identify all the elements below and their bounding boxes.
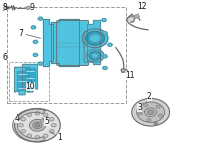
Circle shape [92,53,98,58]
Polygon shape [15,67,29,95]
Text: 10: 10 [26,80,35,91]
Circle shape [144,104,148,107]
Text: 7: 7 [18,29,41,38]
Polygon shape [13,109,45,142]
Circle shape [29,119,45,131]
Text: 11: 11 [125,71,135,80]
Polygon shape [33,53,38,56]
Circle shape [156,105,160,108]
Circle shape [158,114,162,117]
Circle shape [49,130,54,133]
Text: 1: 1 [51,132,62,142]
Circle shape [35,124,40,127]
Polygon shape [103,55,107,58]
Circle shape [52,124,56,127]
Polygon shape [121,69,126,72]
Circle shape [82,29,108,48]
Text: 5: 5 [43,117,49,126]
Polygon shape [127,14,135,22]
Polygon shape [26,6,30,9]
Text: 4: 4 [14,113,21,122]
Polygon shape [38,17,43,20]
Text: 9: 9 [30,3,35,12]
Polygon shape [51,19,79,66]
Circle shape [33,122,42,129]
Polygon shape [103,32,107,35]
Circle shape [15,109,60,142]
Circle shape [49,118,54,121]
Text: 3: 3 [137,103,145,112]
FancyBboxPatch shape [57,20,89,66]
Circle shape [138,112,142,115]
Circle shape [21,118,25,121]
Circle shape [86,31,105,45]
Text: 6: 6 [2,53,7,62]
Circle shape [145,108,157,117]
Polygon shape [154,122,157,124]
Circle shape [86,49,104,62]
Text: 2: 2 [147,92,152,101]
Polygon shape [43,19,53,66]
Polygon shape [31,26,36,29]
Polygon shape [40,119,44,122]
Text: 8: 8 [2,2,7,11]
Polygon shape [23,64,37,92]
Circle shape [147,119,151,122]
Polygon shape [38,62,43,65]
Polygon shape [102,19,106,22]
FancyBboxPatch shape [121,69,127,73]
Polygon shape [6,7,10,9]
Polygon shape [33,40,38,43]
Polygon shape [25,69,35,87]
FancyBboxPatch shape [84,32,99,62]
Polygon shape [108,43,112,46]
Polygon shape [87,20,100,64]
Polygon shape [103,66,107,70]
Circle shape [43,113,48,117]
Circle shape [148,110,154,114]
Circle shape [132,98,170,126]
Circle shape [27,134,31,137]
Circle shape [35,136,40,139]
Circle shape [19,124,23,127]
Polygon shape [134,15,139,18]
Circle shape [27,113,31,117]
Circle shape [137,102,165,122]
Text: 12: 12 [137,2,146,14]
Circle shape [35,112,40,115]
Circle shape [89,34,101,42]
Polygon shape [17,71,28,90]
Circle shape [89,51,101,60]
Circle shape [21,130,25,133]
Circle shape [43,134,48,137]
